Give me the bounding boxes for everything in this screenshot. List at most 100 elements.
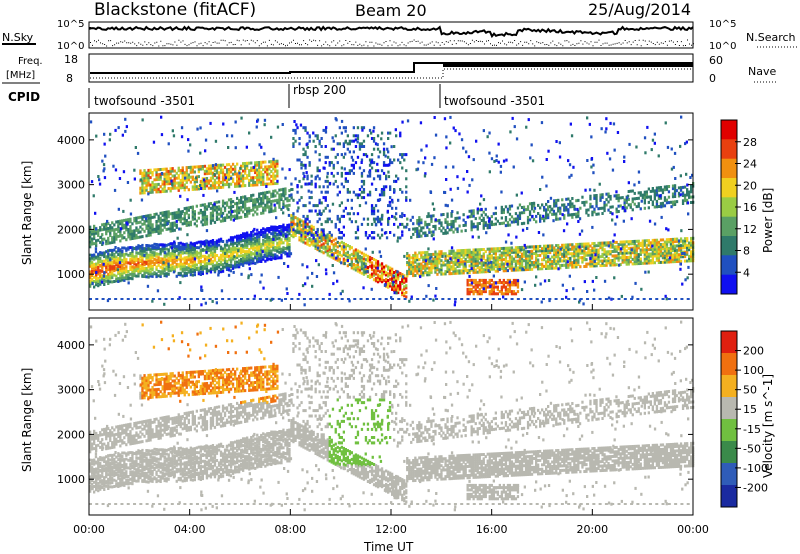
- power-cell: [207, 249, 211, 252]
- power-cell: [617, 196, 620, 200]
- power-cell: [352, 139, 355, 143]
- power-cell: [159, 250, 162, 254]
- power-cell: [366, 259, 370, 263]
- power-cell: [246, 252, 249, 256]
- power-cell: [412, 260, 415, 264]
- power-cell: [324, 241, 327, 245]
- power-cell: [389, 185, 392, 189]
- power-cell: [296, 223, 299, 227]
- power-cell: [611, 261, 614, 265]
- power-cell: [167, 172, 170, 176]
- power-cell: [508, 218, 512, 222]
- power-cell: [246, 214, 249, 218]
- power-cell: [201, 268, 204, 271]
- power-cell: [240, 233, 243, 237]
- power-cell: [671, 253, 675, 257]
- power-cell: [135, 254, 138, 258]
- power-cell: [399, 188, 402, 191]
- power-cell: [681, 241, 685, 245]
- power-cell: [254, 261, 257, 265]
- power-cell: [171, 174, 174, 178]
- power-cell: [613, 261, 616, 265]
- power-cell: [111, 280, 114, 284]
- power-cell: [591, 213, 594, 217]
- power-cell: [165, 262, 168, 266]
- power-cell: [458, 256, 461, 259]
- power-cell: [516, 219, 520, 223]
- power-cell: [380, 266, 384, 270]
- power-cell: [669, 238, 673, 241]
- power-cell: [557, 259, 560, 263]
- power-cell: [151, 223, 154, 227]
- power-cell: [209, 206, 213, 210]
- power-cell: [426, 271, 429, 275]
- power-cell: [217, 256, 221, 260]
- power-cell: [244, 169, 247, 173]
- power-cell: [127, 218, 130, 222]
- power-cell: [147, 244, 150, 248]
- power-cell: [442, 263, 445, 267]
- power-cell: [266, 203, 269, 207]
- power-cell: [635, 257, 638, 261]
- power-cell: [272, 227, 275, 231]
- power-cell: [161, 167, 164, 171]
- power-cell: [643, 243, 646, 247]
- power-cell: [567, 243, 570, 247]
- power-cell: [199, 211, 202, 215]
- power-cell: [95, 239, 98, 243]
- power-cell: [89, 276, 92, 280]
- power-cell: [262, 191, 265, 195]
- power-cell: [246, 164, 249, 168]
- power-cell: [472, 270, 475, 274]
- power-cell: [191, 273, 194, 277]
- power-cell: [211, 171, 215, 175]
- power-cell: [225, 201, 229, 205]
- power-cell: [183, 207, 186, 211]
- power-cell: [334, 179, 337, 183]
- power-cell: [177, 271, 180, 275]
- power-cell: [492, 267, 495, 271]
- power-cell: [95, 265, 98, 269]
- power-cell: [300, 233, 303, 237]
- power-cell: [141, 227, 144, 231]
- power-cell: [464, 223, 467, 227]
- power-cell: [476, 270, 479, 274]
- power-cell: [342, 185, 345, 189]
- power-cell: [506, 253, 510, 257]
- power-cell: [372, 147, 376, 151]
- power-cell: [440, 250, 443, 254]
- power-cell: [611, 259, 614, 262]
- power-cell: [532, 247, 536, 251]
- power-cell: [458, 260, 461, 264]
- power-cell: [177, 244, 180, 248]
- power-cell: [426, 233, 429, 237]
- power-cell: [340, 240, 343, 244]
- power-cell: [557, 198, 560, 202]
- power-cell: [193, 165, 196, 169]
- power-cell: [334, 244, 337, 248]
- power-cell: [141, 253, 144, 257]
- power-cell: [296, 190, 299, 194]
- power-cell: [298, 236, 301, 240]
- power-cell: [609, 211, 612, 214]
- power-cell: [673, 260, 677, 264]
- power-cell: [145, 188, 148, 192]
- power-cell: [322, 185, 325, 189]
- power-cell: [326, 233, 329, 237]
- power-cell: [395, 217, 398, 221]
- power-cell: [557, 248, 560, 252]
- power-cell: [472, 225, 475, 229]
- power-cell: [157, 263, 160, 267]
- power-cell: [520, 245, 524, 249]
- power-cell: [460, 271, 463, 275]
- power-cell: [496, 219, 499, 223]
- power-cell: [173, 221, 176, 225]
- power-cell: [673, 240, 677, 243]
- power-cell: [107, 229, 110, 233]
- power-cell: [173, 250, 176, 253]
- power-cell: [215, 200, 219, 204]
- power-cell: [480, 266, 483, 269]
- power-cell: [603, 209, 606, 213]
- power-cell: [270, 165, 273, 168]
- power-cell: [454, 271, 457, 275]
